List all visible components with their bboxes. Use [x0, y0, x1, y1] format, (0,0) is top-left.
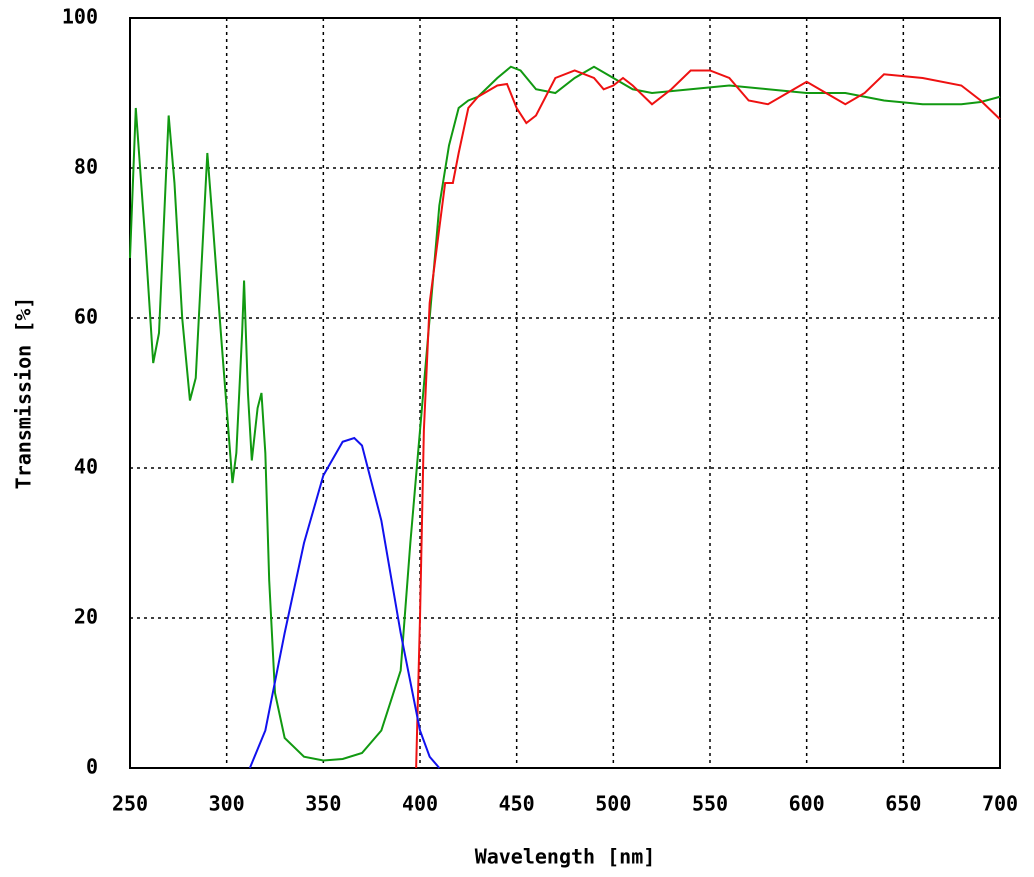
y-tick-label: 20: [74, 605, 98, 629]
x-tick-label: 450: [499, 792, 535, 816]
x-axis-label: Wavelength [nm]: [475, 845, 656, 869]
series-line: [129, 65, 1001, 762]
x-tick-label: 300: [209, 792, 245, 816]
series-line: [415, 69, 1001, 769]
y-tick-label: 80: [74, 155, 98, 179]
y-tick-label: 40: [74, 455, 98, 479]
y-tick-label: 60: [74, 305, 98, 329]
y-axis-label: Transmission [%]: [12, 297, 36, 490]
x-tick-label: 500: [595, 792, 631, 816]
x-tick-label: 600: [789, 792, 825, 816]
y-tick-label: 0: [86, 755, 98, 779]
x-tick-label: 250: [112, 792, 148, 816]
series-line: [248, 436, 441, 769]
x-tick-label: 350: [305, 792, 341, 816]
x-tick-label: 400: [402, 792, 438, 816]
x-tick-label: 700: [982, 792, 1018, 816]
x-tick-label: 550: [692, 792, 728, 816]
y-tick-label: 100: [62, 5, 98, 29]
plot-frame: [129, 17, 1001, 769]
x-tick-label: 650: [885, 792, 921, 816]
